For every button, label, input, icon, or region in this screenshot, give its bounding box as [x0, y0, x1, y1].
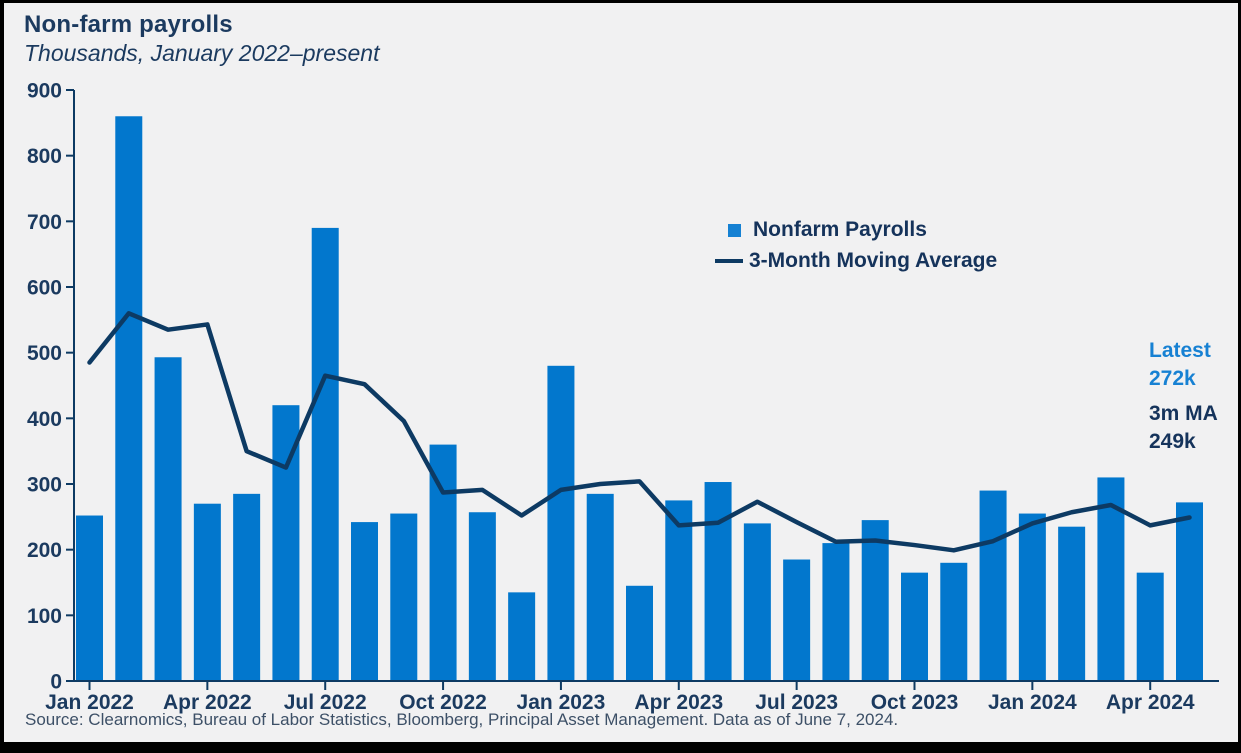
payrolls-bar	[390, 513, 418, 681]
payrolls-bar	[311, 227, 339, 681]
x-axis-tick-label: Jan 2023	[517, 691, 606, 714]
payrolls-bar	[1058, 526, 1086, 681]
x-axis-tick-label: Apr 2022	[163, 691, 252, 714]
payrolls-bar	[665, 500, 693, 681]
y-axis-tick-label: 900	[27, 80, 62, 103]
payrolls-bar	[508, 592, 536, 681]
payrolls-bar	[115, 116, 143, 682]
x-axis-tick-label: Jul 2022	[284, 691, 367, 714]
payrolls-bar	[861, 520, 889, 681]
payrolls-bar	[193, 503, 221, 681]
moving-average-annotation: 3m MA 249k	[1149, 400, 1218, 456]
x-axis-tick-label: Jan 2022	[45, 691, 134, 714]
y-axis-tick-label: 600	[27, 277, 62, 300]
x-axis-tick-label: Jan 2024	[988, 691, 1077, 714]
payrolls-bar	[625, 585, 653, 681]
legend-item-moving-average: 3-Month Moving Average	[715, 249, 997, 273]
y-axis-tick-label: 500	[27, 342, 62, 365]
payrolls-bar	[783, 559, 811, 681]
payrolls-bar	[822, 543, 850, 681]
payrolls-bar	[1136, 572, 1164, 681]
x-axis-tick-label: Jul 2023	[755, 691, 838, 714]
page-title: Non-farm payrolls	[24, 11, 233, 38]
legend-label: 3-Month Moving Average	[749, 249, 998, 272]
latest-value: 272k	[1149, 367, 1196, 390]
source-note: Source: Clearnomics, Bureau of Labor Sta…	[25, 710, 899, 729]
payrolls-bar	[979, 490, 1007, 681]
x-axis-tick-label: Oct 2023	[871, 691, 959, 714]
bar-series-swatch-icon	[728, 223, 741, 237]
ma-label: 3m MA	[1149, 402, 1218, 425]
payrolls-bar	[154, 357, 182, 681]
legend-label: Nonfarm Payrolls	[753, 218, 927, 241]
ma-value: 249k	[1149, 430, 1196, 453]
payrolls-bar	[429, 444, 457, 681]
payrolls-chart: 0 100 200 300 400 500 600 700 800 900 Jan 2022 Apr …	[27, 80, 1219, 714]
payrolls-bar	[547, 365, 575, 681]
payrolls-bar	[586, 493, 614, 681]
y-axis-tick-label: 100	[27, 605, 62, 628]
y-axis-tick-label: 0	[50, 671, 62, 694]
chart-panel: Non-farm payrolls Thousands, January 202…	[4, 3, 1238, 742]
payrolls-bar	[900, 572, 928, 681]
x-axis-tick-label: Apr 2023	[634, 691, 723, 714]
moving-average-line	[87, 311, 1192, 553]
latest-value-annotation: Latest 272k	[1149, 337, 1211, 393]
payrolls-bar	[468, 512, 496, 681]
payrolls-bar	[743, 523, 771, 681]
payrolls-bar	[704, 482, 732, 681]
payrolls-bar	[1018, 513, 1046, 681]
payrolls-bar	[1175, 502, 1203, 681]
payrolls-bar	[350, 522, 378, 681]
y-axis-tick-label: 400	[27, 408, 62, 431]
line-series-swatch-icon	[715, 259, 743, 263]
y-axis-tick-label: 300	[27, 474, 62, 497]
payrolls-bar	[233, 493, 261, 681]
x-axis-tick-label: Apr 2024	[1106, 691, 1195, 714]
legend-item-nonfarm-payrolls: Nonfarm Payrolls	[728, 218, 927, 242]
payrolls-bar	[76, 515, 103, 681]
latest-label: Latest	[1149, 339, 1211, 362]
chart-subtitle: Thousands, January 2022–present	[24, 40, 380, 66]
y-axis-tick-label: 700	[27, 211, 62, 234]
payrolls-bar	[940, 562, 968, 681]
x-axis-tick-label: Oct 2022	[399, 691, 487, 714]
y-axis-tick-label: 800	[27, 145, 62, 168]
y-axis-tick-label: 200	[27, 539, 62, 562]
